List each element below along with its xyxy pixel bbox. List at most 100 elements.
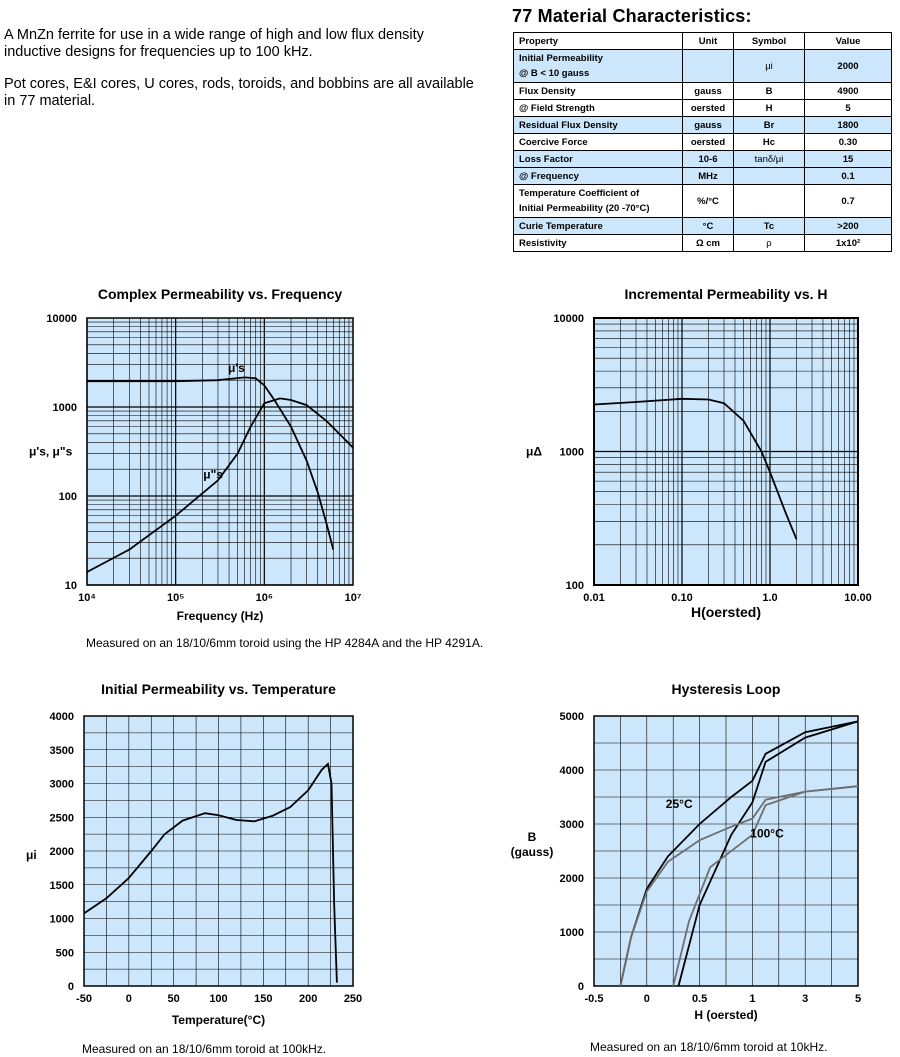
characteristics-table: Property Unit Symbol Value Initial Perme… xyxy=(513,32,892,252)
y-tick-label: 2000 xyxy=(560,873,584,885)
x-tick-label: 10⁵ xyxy=(167,592,184,604)
series-line-1 xyxy=(677,720,859,987)
y-tick-label: 100 xyxy=(566,580,584,592)
series-line-0 xyxy=(593,397,798,540)
chart-title-1: Complex Permeability vs. Frequency xyxy=(98,286,343,302)
header-unit: Unit xyxy=(682,32,734,50)
chart-initial-permeability: -50 0 50 100 150 200 2500500100015002000250030… xyxy=(26,711,362,1027)
x-axis-label: Temperature(°C) xyxy=(172,1013,265,1027)
x-tick-label: 0 xyxy=(644,993,650,1005)
x-axis-label: H (oersted) xyxy=(694,1008,757,1022)
cell-property: Initial Permeability (20 -70°C) xyxy=(519,203,650,214)
intro-paragraph-2: Pot cores, E&I cores, U cores, rods, tor… xyxy=(4,76,474,109)
material-title: 77 Material Characteristics: xyxy=(512,6,752,26)
cell-value: 2000 xyxy=(804,49,892,83)
table-row: Temperature Coefficient of Initial Permea… xyxy=(513,184,892,218)
chart-title-4: Hysteresis Loop xyxy=(672,681,781,697)
x-tick-label: 200 xyxy=(299,993,317,1005)
x-tick-label: 3 xyxy=(802,993,808,1005)
y-tick-label: 1000 xyxy=(50,914,74,926)
cell-symbol: μi xyxy=(733,49,805,83)
y-tick-label: 10000 xyxy=(46,313,77,325)
table-row: Residual Flux Density gauss Br 1800 xyxy=(513,116,892,134)
x-tick-label: 150 xyxy=(254,993,272,1005)
cell-symbol: H xyxy=(733,99,805,117)
series-line-2 xyxy=(619,785,859,987)
header-value: Value xyxy=(804,32,892,50)
y-tick-label: 1000 xyxy=(560,447,584,459)
y-tick-label: 10 xyxy=(65,580,77,592)
y-tick-label: 0 xyxy=(68,981,74,993)
cell-property: Loss Factor xyxy=(513,150,683,168)
series-label: μ"s xyxy=(203,467,223,481)
y-tick-label: 1500 xyxy=(50,880,74,892)
y-axis-label: μΔ xyxy=(526,445,542,459)
x-tick-label: -0.5 xyxy=(585,993,604,1005)
x-tick-label: 1.0 xyxy=(762,592,777,604)
cell-unit xyxy=(682,49,734,83)
x-tick-label: 10⁴ xyxy=(78,592,96,604)
cell-unit: gauss xyxy=(682,82,734,100)
header-property: Property xyxy=(513,32,683,50)
y-tick-label: 1000 xyxy=(53,402,77,414)
chart-title-2: Incremental Permeability vs. H xyxy=(624,286,827,302)
y-tick-label: 2000 xyxy=(50,846,74,858)
cell-property: @ B < 10 gauss xyxy=(519,68,590,79)
x-tick-label: 10.00 xyxy=(844,592,872,604)
series-line-1 xyxy=(86,397,354,573)
y-tick-label: 3000 xyxy=(50,779,74,791)
table-row: Loss Factor 10-6 tanδ/μi 15 xyxy=(513,150,892,168)
table-row: Coercive Force oersted Hc 0.30 xyxy=(513,133,892,151)
cell-symbol: Br xyxy=(733,116,805,134)
table-row: Initial Permeability @ B < 10 gauss μi 20… xyxy=(513,49,892,83)
series-label: μ's xyxy=(228,361,245,375)
chart-complex-permeability: 10⁴ 10⁵ 10⁶ 10⁷ 10 100 1000 10000 Frequency (Hz)… xyxy=(29,313,362,623)
cell-property: Temperature Coefficient of xyxy=(519,188,640,199)
cell-symbol: B xyxy=(733,82,805,100)
x-axis-label: H(oersted) xyxy=(691,604,761,620)
cell-symbol: ρ xyxy=(733,234,805,252)
y-tick-label: 4000 xyxy=(560,765,584,777)
cell-property: Flux Density xyxy=(513,82,683,100)
cell-symbol xyxy=(733,167,805,185)
caption-initial-permeability: Measured on an 18/10/6mm toroid at 100kH… xyxy=(82,1042,327,1056)
cell-property: Residual Flux Density xyxy=(513,116,683,134)
cell-value: 0.7 xyxy=(804,184,892,218)
y-tick-label: 4000 xyxy=(50,711,74,723)
cell-property: Curie Temperature xyxy=(513,217,683,235)
cell-property: @ Field Strength xyxy=(513,99,683,117)
y-axis-label: B xyxy=(528,830,537,844)
x-tick-label: 1 xyxy=(749,993,755,1005)
x-axis-label: Frequency (Hz) xyxy=(177,609,264,623)
y-axis-label: μ's, μ"s xyxy=(29,445,73,459)
series-line-0 xyxy=(83,762,338,983)
table-row: Flux Density gauss B 4900 xyxy=(513,82,892,100)
y-tick-label: 500 xyxy=(56,947,74,959)
cell-unit: MHz xyxy=(682,167,734,185)
series-label: 25°C xyxy=(666,797,693,811)
cell-value: 4900 xyxy=(804,82,892,100)
x-tick-label: 50 xyxy=(168,993,180,1005)
cell-property: Resistivity xyxy=(513,234,683,252)
cell-value: 5 xyxy=(804,99,892,117)
series-label: 100°C xyxy=(750,827,784,841)
y-axis-label: μi xyxy=(26,848,37,862)
x-tick-label: 0.01 xyxy=(583,592,604,604)
y-tick-label: 3500 xyxy=(50,745,74,757)
cell-symbol xyxy=(733,184,805,218)
cell-symbol: Tc xyxy=(733,217,805,235)
table-row: Resistivity Ω cm ρ 1x10² xyxy=(513,234,892,252)
cell-value: >200 xyxy=(804,217,892,235)
cell-value: 0.30 xyxy=(804,133,892,151)
caption-complex-permeability: Measured on an 18/10/6mm toroid using th… xyxy=(86,636,484,650)
cell-unit: 10-6 xyxy=(682,150,734,168)
cell-unit: oersted xyxy=(682,133,734,151)
cell-value: 0.1 xyxy=(804,167,892,185)
chart-title-3: Initial Permeability vs. Temperature xyxy=(101,681,336,697)
table-row: @ Field Strength oersted H 5 xyxy=(513,99,892,117)
x-tick-label: 5 xyxy=(855,993,861,1005)
intro-paragraph-1: A MnZn ferrite for use in a wide range o… xyxy=(4,27,424,60)
y-axis-label: (gauss) xyxy=(511,845,554,859)
